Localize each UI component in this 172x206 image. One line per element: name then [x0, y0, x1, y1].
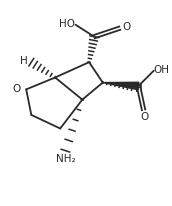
Polygon shape — [103, 82, 139, 90]
Text: NH₂: NH₂ — [56, 154, 75, 164]
Text: HO: HO — [59, 19, 75, 29]
Text: OH: OH — [153, 65, 169, 75]
Text: O: O — [13, 84, 21, 94]
Text: O: O — [122, 22, 131, 32]
Text: H: H — [20, 56, 27, 66]
Text: H: H — [135, 84, 143, 94]
Text: O: O — [140, 112, 149, 122]
